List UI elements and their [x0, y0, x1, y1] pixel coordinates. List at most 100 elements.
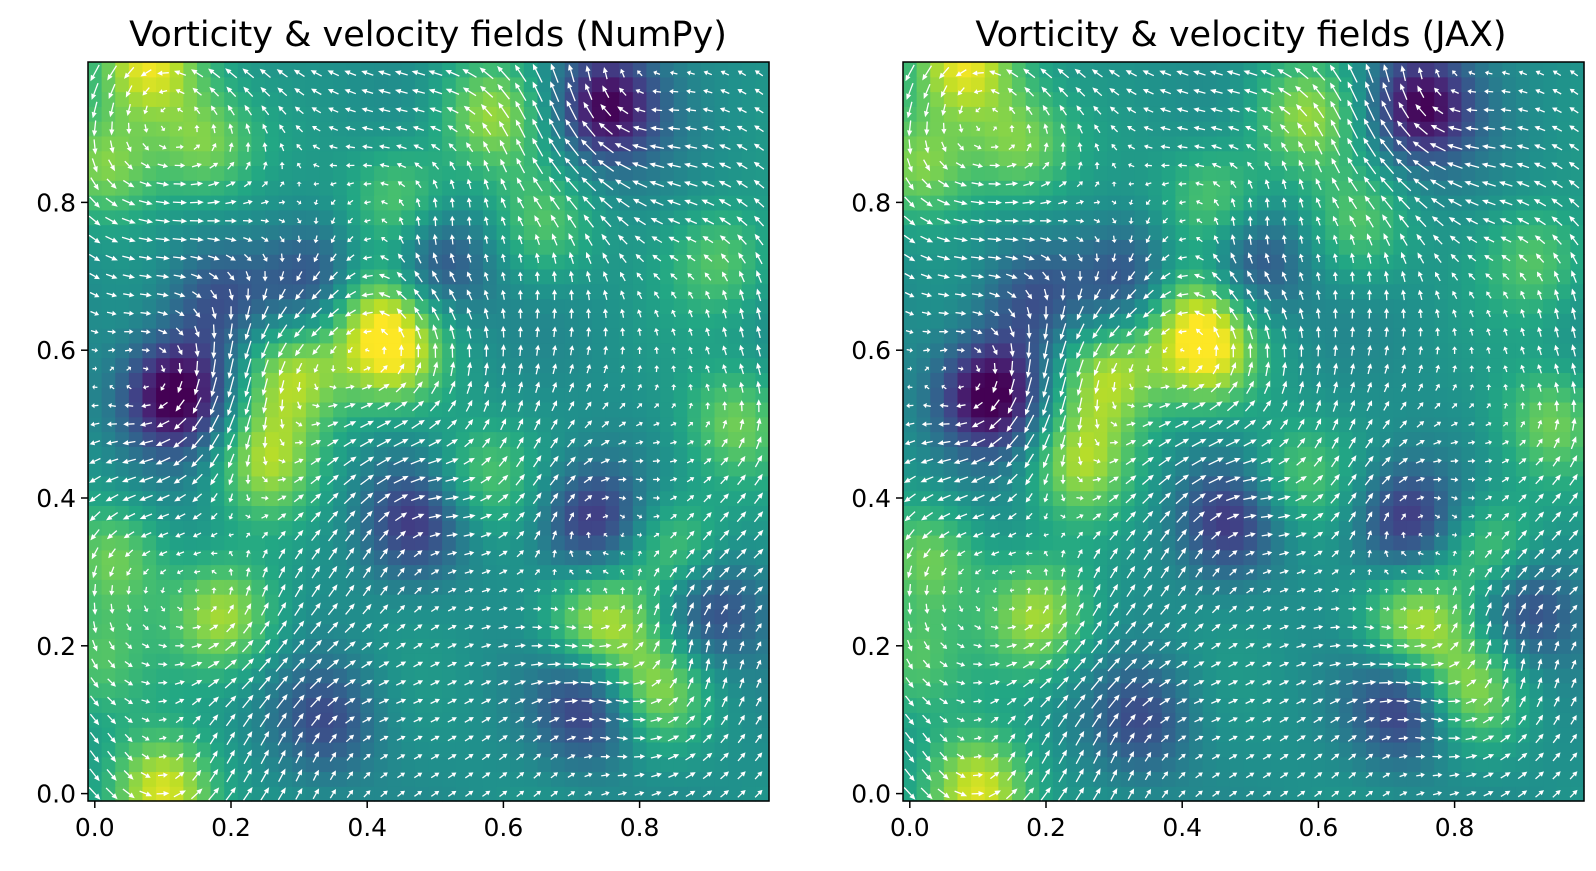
heatmap-cell [319, 786, 334, 802]
heatmap-cell [387, 91, 402, 107]
heatmap-cell [564, 608, 579, 625]
heatmap-cell [496, 520, 511, 536]
heatmap-cell [265, 387, 280, 403]
heatmap-cell [128, 150, 144, 167]
heatmap-cell [537, 298, 552, 314]
heatmap-cell [251, 283, 266, 300]
heatmap-cell [346, 239, 361, 255]
heatmap-cell [401, 564, 416, 580]
heatmap-cell [224, 372, 239, 388]
heatmap-cell [700, 446, 716, 462]
heatmap-cell [971, 667, 986, 684]
heatmap-cell [1229, 727, 1245, 743]
heatmap-cell [1093, 741, 1108, 758]
x-tick-label: 0.2 [211, 813, 251, 842]
heatmap-cell [305, 268, 321, 285]
heatmap-cell [265, 475, 280, 492]
heatmap-cell [1270, 594, 1285, 610]
heatmap-cell [523, 727, 539, 743]
heatmap-cell [428, 313, 443, 329]
heatmap-cell [169, 712, 184, 728]
heatmap-cell [265, 431, 280, 447]
heatmap-cell [1434, 682, 1449, 699]
heatmap-cell [265, 328, 280, 344]
heatmap-cell [1039, 682, 1054, 699]
heatmap-cell [115, 475, 130, 492]
heatmap-cell [88, 520, 103, 536]
heatmap-cell [673, 564, 688, 580]
heatmap-cell [292, 505, 307, 521]
heatmap-cell [333, 475, 348, 492]
heatmap-cell [128, 91, 144, 107]
heatmap-cell [660, 475, 675, 492]
heatmap-cell [1297, 771, 1313, 787]
heatmap-cell [469, 195, 484, 211]
heatmap-cell [646, 638, 661, 654]
heatmap-cell [169, 608, 184, 625]
heatmap-cell [142, 653, 157, 669]
heatmap-cell [537, 209, 552, 226]
heatmap-cell [128, 387, 144, 403]
heatmap-cell [115, 372, 130, 388]
heatmap-cell [292, 608, 307, 625]
heatmap-cell [305, 150, 321, 167]
heatmap-cell [591, 771, 607, 787]
heatmap-cell [1515, 727, 1531, 743]
heatmap-cell [537, 653, 552, 669]
heatmap-cell [632, 756, 648, 773]
heatmap-cell [156, 579, 171, 595]
heatmap-cell [755, 786, 770, 802]
heatmap-cell [319, 268, 334, 285]
heatmap-cell [578, 667, 593, 684]
heatmap-cell [292, 254, 307, 270]
heatmap-cell [916, 741, 931, 758]
heatmap-cell [88, 328, 103, 344]
heatmap-cell [346, 682, 361, 699]
heatmap-cell [1352, 579, 1367, 595]
heatmap-cell [1502, 594, 1517, 610]
heatmap-cell [196, 416, 212, 433]
heatmap-cell [755, 461, 770, 477]
heatmap-cell [728, 357, 743, 373]
heatmap-cell [278, 342, 293, 359]
heatmap-cell [1434, 564, 1449, 580]
heatmap-cell [374, 741, 389, 758]
heatmap-cell [660, 209, 675, 226]
heatmap-cell [469, 239, 484, 255]
heatmap-cell [551, 608, 566, 625]
heatmap-cell [943, 623, 959, 640]
heatmap-cell [619, 682, 634, 699]
heatmap-cell [101, 401, 116, 418]
heatmap-cell [700, 76, 716, 93]
heatmap-cell [346, 771, 361, 787]
heatmap-cell [196, 638, 212, 654]
heatmap-cell [687, 416, 702, 433]
heatmap-cell [646, 727, 661, 743]
heatmap-cell [428, 741, 443, 758]
heatmap-cell [1080, 682, 1095, 699]
heatmap-cell [442, 682, 457, 699]
heatmap-cell [88, 254, 103, 270]
heatmap-cell [88, 372, 103, 388]
heatmap-cell [333, 150, 348, 167]
heatmap-cell [210, 224, 225, 240]
heatmap-cell [591, 91, 607, 107]
heatmap-cell [469, 283, 484, 300]
heatmap-cell [196, 653, 212, 669]
heatmap-cell [196, 195, 212, 211]
heatmap-cell [660, 165, 675, 181]
heatmap-cell [169, 342, 184, 359]
heatmap-cell [1011, 653, 1027, 669]
heatmap-cell [387, 727, 402, 743]
heatmap-cell [1529, 682, 1544, 699]
heatmap-cell [1475, 549, 1490, 566]
heatmap-cell [237, 446, 253, 462]
heatmap-cell [156, 239, 171, 255]
heatmap-cell [196, 727, 212, 743]
heatmap-cell [469, 697, 484, 713]
heatmap-cell [387, 490, 402, 506]
heatmap-cell [305, 682, 321, 699]
heatmap-cell [523, 372, 539, 388]
heatmap-cell [278, 490, 293, 506]
heatmap-cell [1475, 741, 1490, 758]
